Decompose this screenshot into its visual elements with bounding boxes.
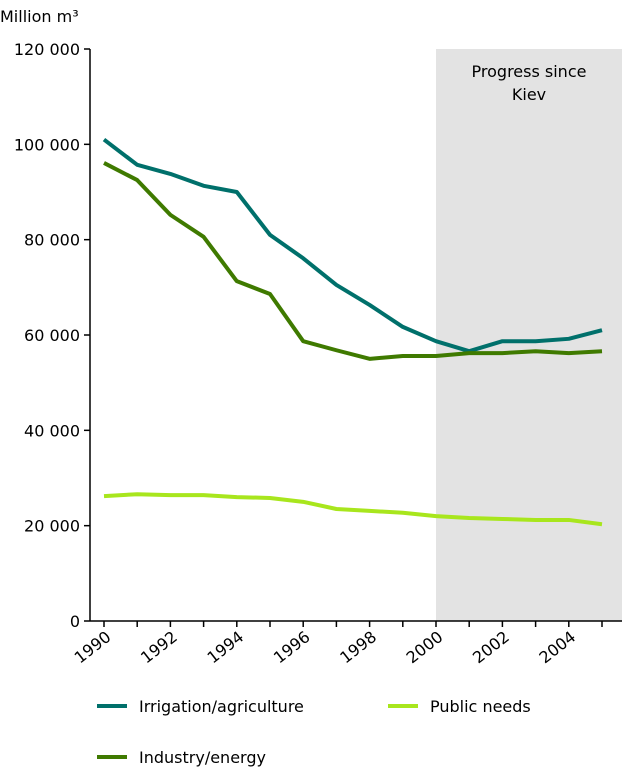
y-tick-label: 60 000: [24, 326, 80, 345]
x-tick-label: 1994: [203, 627, 247, 667]
y-tick-label: 20 000: [24, 517, 80, 536]
legend-label: Irrigation/agriculture: [139, 697, 304, 716]
y-tick-label: 80 000: [24, 231, 80, 250]
series-line-irrigation-agriculture: [102, 137, 603, 354]
region-label-line2: Kiev: [512, 85, 546, 104]
x-tick-label: 2000: [403, 627, 447, 667]
series-line-industry-energy: [103, 161, 603, 361]
x-tick-label: 1990: [71, 627, 115, 667]
series-line-public-needs: [103, 492, 603, 527]
progress-since-kiev-region: [436, 49, 622, 621]
x-tick-label: 1996: [270, 627, 314, 667]
x-tick-label: 2002: [469, 627, 513, 667]
y-tick-label: 40 000: [24, 421, 80, 440]
y-tick-label: 120 000: [14, 40, 80, 59]
x-tick-label: 1998: [336, 627, 380, 667]
y-tick-label: 0: [70, 612, 80, 631]
y-axis-label: Million m³: [0, 7, 79, 26]
x-tick-label: 2004: [535, 627, 579, 667]
legend-label: Public needs: [430, 697, 531, 716]
x-tick-label: 1992: [137, 627, 181, 667]
region-label-line1: Progress since: [472, 62, 587, 81]
y-tick-label: 100 000: [14, 135, 80, 154]
legend-label: Industry/energy: [139, 748, 266, 767]
